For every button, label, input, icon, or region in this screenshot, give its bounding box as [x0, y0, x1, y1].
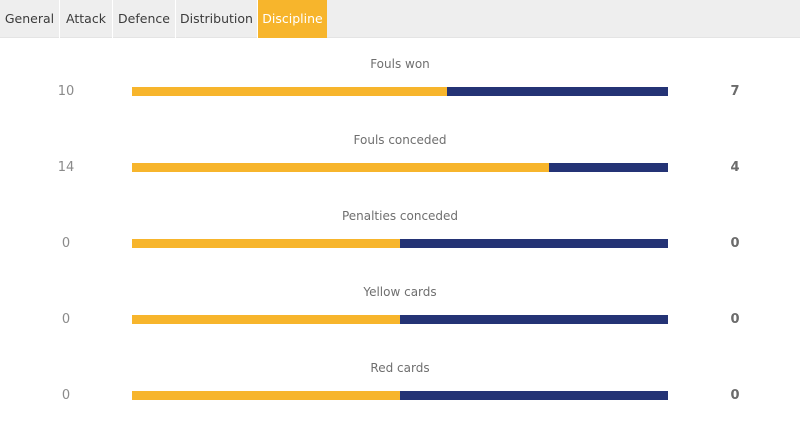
stat-label: Red cards	[370, 361, 430, 375]
stat-label: Fouls won	[370, 57, 430, 71]
tab-discipline[interactable]: Discipline	[258, 0, 327, 38]
stat-row-fouls-won: Fouls won 10 7	[0, 57, 800, 117]
away-bar-segment	[400, 315, 668, 324]
home-bar-segment	[132, 87, 448, 96]
home-value: 14	[57, 160, 75, 175]
stat-row-red-cards: Red cards 0 0	[0, 361, 800, 421]
tab-distribution[interactable]: Distribution	[176, 0, 258, 38]
away-value: 4	[730, 160, 740, 175]
home-value: 0	[61, 388, 71, 403]
tab-defence[interactable]: Defence	[113, 0, 176, 38]
away-value: 0	[730, 236, 740, 251]
home-bar-segment	[132, 239, 400, 248]
home-value: 0	[61, 236, 71, 251]
away-value: 7	[730, 84, 740, 99]
stat-row-fouls-conceded: Fouls conceded 14 4	[0, 133, 800, 193]
comparison-bar	[132, 315, 668, 324]
away-bar-segment	[400, 391, 668, 400]
comparison-bar	[132, 391, 668, 400]
comparison-bar	[132, 87, 668, 96]
away-value: 0	[730, 312, 740, 327]
stat-label: Yellow cards	[363, 285, 437, 299]
home-bar-segment	[132, 315, 400, 324]
home-value: 0	[61, 312, 71, 327]
comparison-bar	[132, 239, 668, 248]
home-bar-segment	[132, 391, 400, 400]
away-bar-segment	[549, 163, 668, 172]
stats-tab-bar: General Attack Defence Distribution Disc…	[0, 0, 800, 38]
away-bar-segment	[447, 87, 668, 96]
stat-label: Fouls conceded	[353, 133, 447, 147]
away-bar-segment	[400, 239, 668, 248]
away-value: 0	[730, 388, 740, 403]
stat-row-penalties-conceded: Penalties conceded 0 0	[0, 209, 800, 269]
stat-row-yellow-cards: Yellow cards 0 0	[0, 285, 800, 345]
home-value: 10	[57, 84, 75, 99]
tab-general[interactable]: General	[0, 0, 60, 38]
comparison-bar	[132, 163, 668, 172]
stat-label: Penalties conceded	[341, 209, 459, 223]
home-bar-segment	[132, 163, 549, 172]
tab-attack[interactable]: Attack	[60, 0, 113, 38]
